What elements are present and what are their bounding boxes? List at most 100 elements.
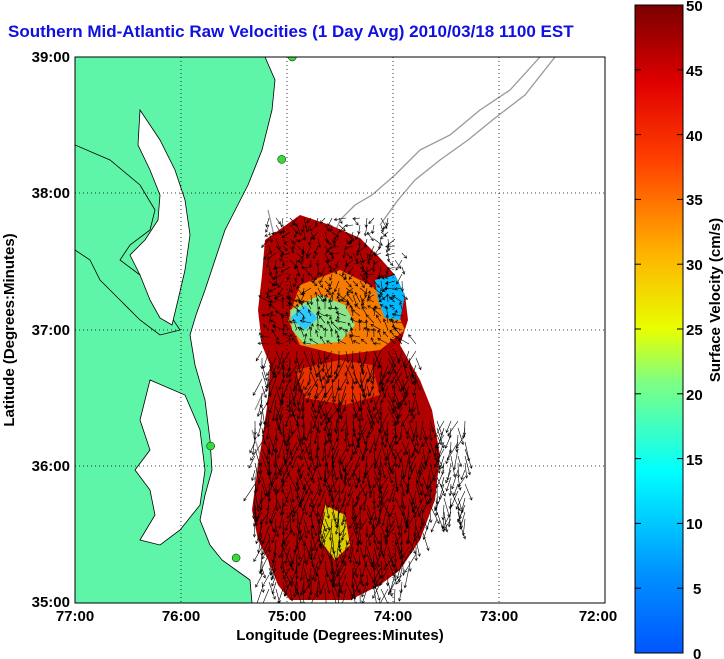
velocity-arrow (345, 259, 354, 266)
velocity-arrow (415, 539, 421, 557)
velocity-arrow (302, 341, 312, 345)
velocity-arrow (300, 406, 305, 420)
y-tick-labels: 39:00 38:00 37:00 36:00 35:00 (32, 49, 70, 611)
velocity-arrow (389, 304, 396, 310)
velocity-arrow (324, 497, 330, 519)
velocity-arrow (385, 266, 390, 274)
velocity-arrow (369, 518, 382, 538)
velocity-arrow (317, 280, 324, 288)
velocity-arrow (303, 350, 312, 371)
colorbar-ticks (635, 4, 683, 654)
velocity-arrow (370, 337, 375, 345)
velocity-arrow (297, 399, 305, 420)
velocity-arrow (345, 441, 349, 453)
velocity-arrow (294, 273, 298, 282)
velocity-arrow (401, 266, 406, 275)
velocity-arrow (327, 306, 340, 311)
velocity-arrow (344, 328, 348, 338)
velocity-arrow (308, 434, 312, 456)
y-tick-label: 38:00 (32, 185, 70, 202)
velocity-arrow (306, 301, 312, 310)
velocity-arrow (261, 238, 270, 248)
velocity-arrow (373, 546, 381, 568)
velocity-arrow (278, 539, 291, 559)
velocity-arrow (311, 588, 319, 603)
velocity-arrow (324, 588, 327, 603)
velocity-arrow (303, 231, 307, 241)
velocity-arrow (256, 399, 263, 418)
velocity-arrow (282, 324, 291, 331)
velocity-arrow (273, 518, 277, 534)
velocity-arrow (424, 483, 431, 498)
velocity-arrow (356, 525, 361, 547)
velocity-arrow (364, 319, 369, 331)
velocity-arrow (275, 462, 282, 477)
velocity-arrow (378, 371, 382, 394)
velocity-arrow (269, 319, 277, 324)
velocity-arrow (362, 448, 368, 459)
velocity-arrow (275, 413, 283, 436)
velocity-arrow (281, 224, 286, 234)
velocity-arrow (310, 518, 318, 537)
velocity-arrow (345, 280, 352, 288)
velocity-arrow (312, 252, 319, 259)
velocity-arrow (282, 238, 287, 245)
velocity-arrow (438, 455, 445, 471)
velocity-arrow (303, 518, 310, 535)
velocity-arrow (266, 259, 270, 268)
velocity-arrow (337, 287, 341, 297)
velocity-arrow (344, 245, 354, 250)
velocity-arrow (317, 518, 324, 540)
velocity-arrow (296, 525, 306, 547)
colorbar-tick-label: 20 (686, 387, 703, 404)
velocity-arrow (429, 476, 433, 493)
velocity-arrow (377, 490, 389, 508)
velocity-arrow (352, 574, 360, 594)
velocity-arrow (317, 511, 327, 532)
velocity-arrow (266, 287, 270, 296)
velocity-arrow (301, 245, 305, 255)
velocity-arrow (262, 525, 270, 545)
velocity-arrow (376, 273, 389, 280)
velocity-arrow (307, 588, 312, 601)
velocity-arrow (361, 462, 368, 485)
velocity-arrow (277, 280, 284, 289)
velocity-arrow (447, 420, 459, 437)
velocity-arrow (383, 553, 396, 571)
velocity-arrow (411, 490, 417, 506)
velocity-arrow (354, 304, 361, 310)
velocity-arrow (429, 511, 433, 524)
velocity-arrow (334, 306, 340, 317)
velocity-arrow (359, 385, 365, 398)
velocity-arrow (329, 251, 340, 256)
velocity-arrow (261, 313, 270, 318)
velocity-arrow (346, 532, 354, 546)
velocity-arrow (275, 336, 279, 345)
velocity-arrow (293, 280, 298, 288)
velocity-arrow (372, 567, 382, 584)
velocity-arrow (255, 469, 263, 492)
velocity-arrow (309, 420, 313, 435)
velocity-arrow (333, 413, 340, 433)
velocity-arrow (341, 518, 347, 542)
velocity-arrow (382, 224, 389, 230)
x-tick-label: 74:00 (374, 608, 412, 625)
velocity-arrow (313, 427, 319, 445)
velocity-arrow (298, 378, 305, 392)
velocity-arrow (372, 574, 382, 590)
velocity-arrow (387, 511, 392, 528)
velocity-arrow (352, 511, 358, 527)
velocity-arrow (335, 259, 340, 268)
velocity-arrow (379, 567, 389, 587)
velocity-arrow (335, 539, 340, 561)
velocity-arrow (324, 560, 329, 578)
velocity-arrow (338, 326, 347, 331)
velocity-arrow (308, 326, 312, 338)
velocity-arrow (370, 406, 375, 419)
velocity-arrow (248, 455, 256, 469)
velocity-arrow (275, 245, 285, 255)
colorbar-tick-label: 25 (686, 322, 703, 339)
velocity-arrow (253, 427, 257, 441)
velocity-arrow (345, 350, 350, 364)
velocity-arrow (401, 294, 408, 300)
